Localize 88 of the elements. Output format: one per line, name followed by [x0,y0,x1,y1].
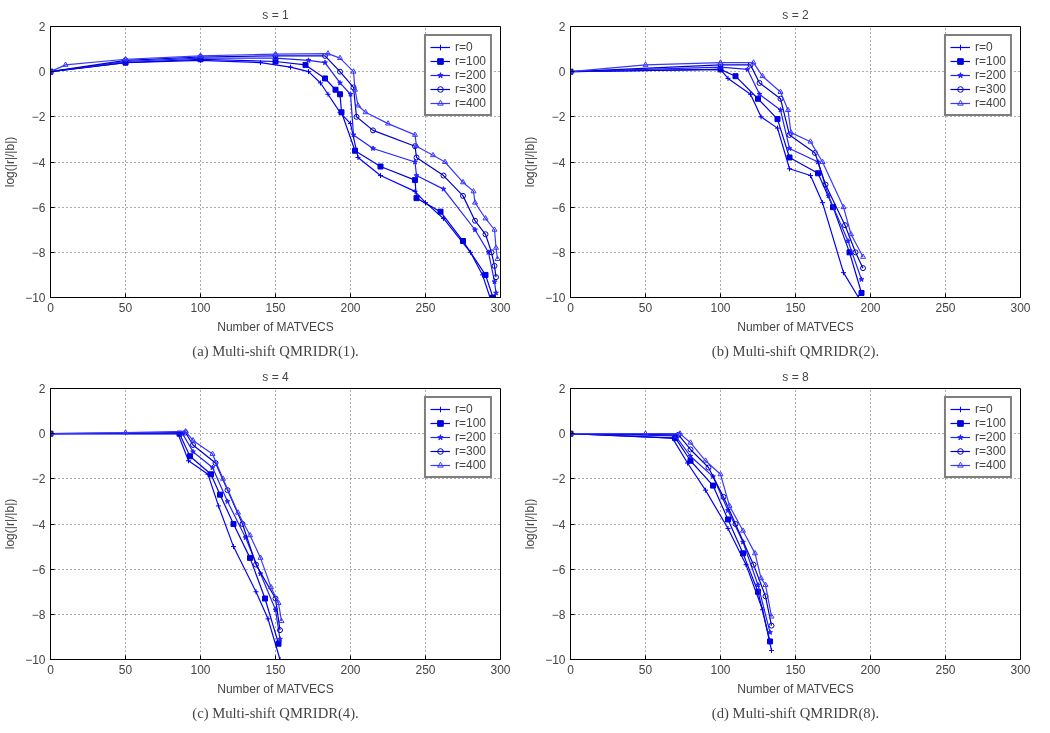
x-tick-label: 150 [785,300,806,315]
legend-label: r=400 [454,96,486,110]
y-tick-label: 0 [38,65,46,80]
y-axis-title: log(|r|/|b|) [3,136,18,188]
y-tick-label: −2 [31,110,46,125]
legend-label: r=400 [974,458,1006,472]
y-tick-label: −4 [551,155,566,170]
y-tick-label: 2 [558,20,566,34]
legend-label: r=300 [974,82,1006,96]
y-tick-label: −4 [551,517,566,532]
x-tick-label: 300 [490,662,511,677]
x-tick-label: 150 [265,300,286,315]
y-tick-label: −6 [31,562,46,577]
y-tick-label: −2 [551,110,566,125]
x-tick-label: 200 [860,300,881,315]
y-axis-title: log(|r|/|b|) [3,498,18,550]
y-tick-label: −10 [25,653,46,667]
legend-label: r=200 [974,68,1006,82]
y-tick-label: −8 [31,607,46,622]
y-tick-label: 2 [38,382,46,396]
y-tick-label: 0 [558,65,566,80]
y-tick-label: −4 [31,517,46,532]
chart-title: s = 1 [262,7,289,22]
legend-label: r=100 [454,54,486,68]
legend-label: r=200 [974,430,1006,444]
y-tick-label: 2 [38,20,46,34]
y-tick-label: −2 [31,472,46,487]
text: (c) Multi-shift QMRIDR(4). [192,704,359,722]
chart-title: s = 2 [782,7,809,22]
y-tick-label: −8 [551,607,566,622]
x-tick-label: 100 [710,300,731,315]
legend-label: r=400 [974,96,1006,110]
legend-label: r=300 [974,444,1006,458]
y-tick-label: −10 [545,291,566,305]
chart-title: s = 8 [782,369,809,384]
legend-label: r=200 [454,430,486,444]
y-axis-title: log(|r|/|b|) [523,498,538,550]
x-tick-label: 100 [710,662,731,677]
y-tick-label: −6 [31,200,46,215]
x-tick-label: 300 [1010,662,1031,677]
x-axis-title: Number of MATVECS [737,319,854,334]
x-tick-label: 250 [935,300,956,315]
y-tick-label: −4 [31,155,46,170]
y-tick-label: 0 [38,427,46,442]
text: (a) Multi-shift QMRIDR(1). [192,342,359,360]
y-tick-label: −10 [25,291,46,305]
x-tick-label: 200 [860,662,881,677]
y-tick-label: 2 [558,382,566,396]
x-tick-label: 50 [638,662,653,677]
legend-label: r=0 [974,402,994,416]
x-axis-title: Number of MATVECS [737,681,854,696]
legend-label: r=200 [454,68,486,82]
legend-label: r=300 [454,82,486,96]
y-tick-label: −8 [31,245,46,260]
x-tick-label: 100 [190,300,211,315]
x-axis-title: Number of MATVECS [217,319,334,334]
x-axis-title: Number of MATVECS [217,681,334,696]
x-tick-label: 50 [118,300,133,315]
x-tick-label: 150 [265,662,286,677]
legend-label: r=300 [454,444,486,458]
legend-label: r=400 [454,458,486,472]
x-tick-label: 200 [340,662,361,677]
x-tick-label: 300 [490,300,511,315]
x-tick-label: 200 [340,300,361,315]
x-tick-label: 50 [638,300,653,315]
legend-label: r=100 [454,416,486,430]
x-tick-label: 250 [935,662,956,677]
y-tick-label: −6 [551,200,566,215]
legend-label: r=0 [454,402,474,416]
x-tick-label: 250 [415,662,436,677]
x-tick-label: 100 [190,662,211,677]
legend-label: r=0 [974,40,994,54]
y-tick-label: −2 [551,472,566,487]
y-tick-label: −10 [545,653,566,667]
chart-title: s = 4 [262,369,289,384]
x-tick-label: 150 [785,662,806,677]
x-tick-label: 50 [118,662,133,677]
x-tick-label: 250 [415,300,436,315]
legend-label: r=100 [974,54,1006,68]
y-tick-label: −6 [551,562,566,577]
text: (d) Multi-shift QMRIDR(8). [711,704,880,722]
legend-label: r=100 [974,416,1006,430]
y-tick-label: 0 [558,427,566,442]
y-tick-label: −8 [551,245,566,260]
y-axis-title: log(|r|/|b|) [523,136,538,188]
legend-label: r=0 [454,40,474,54]
text: (b) Multi-shift QMRIDR(2). [711,342,880,360]
x-tick-label: 300 [1010,300,1031,315]
